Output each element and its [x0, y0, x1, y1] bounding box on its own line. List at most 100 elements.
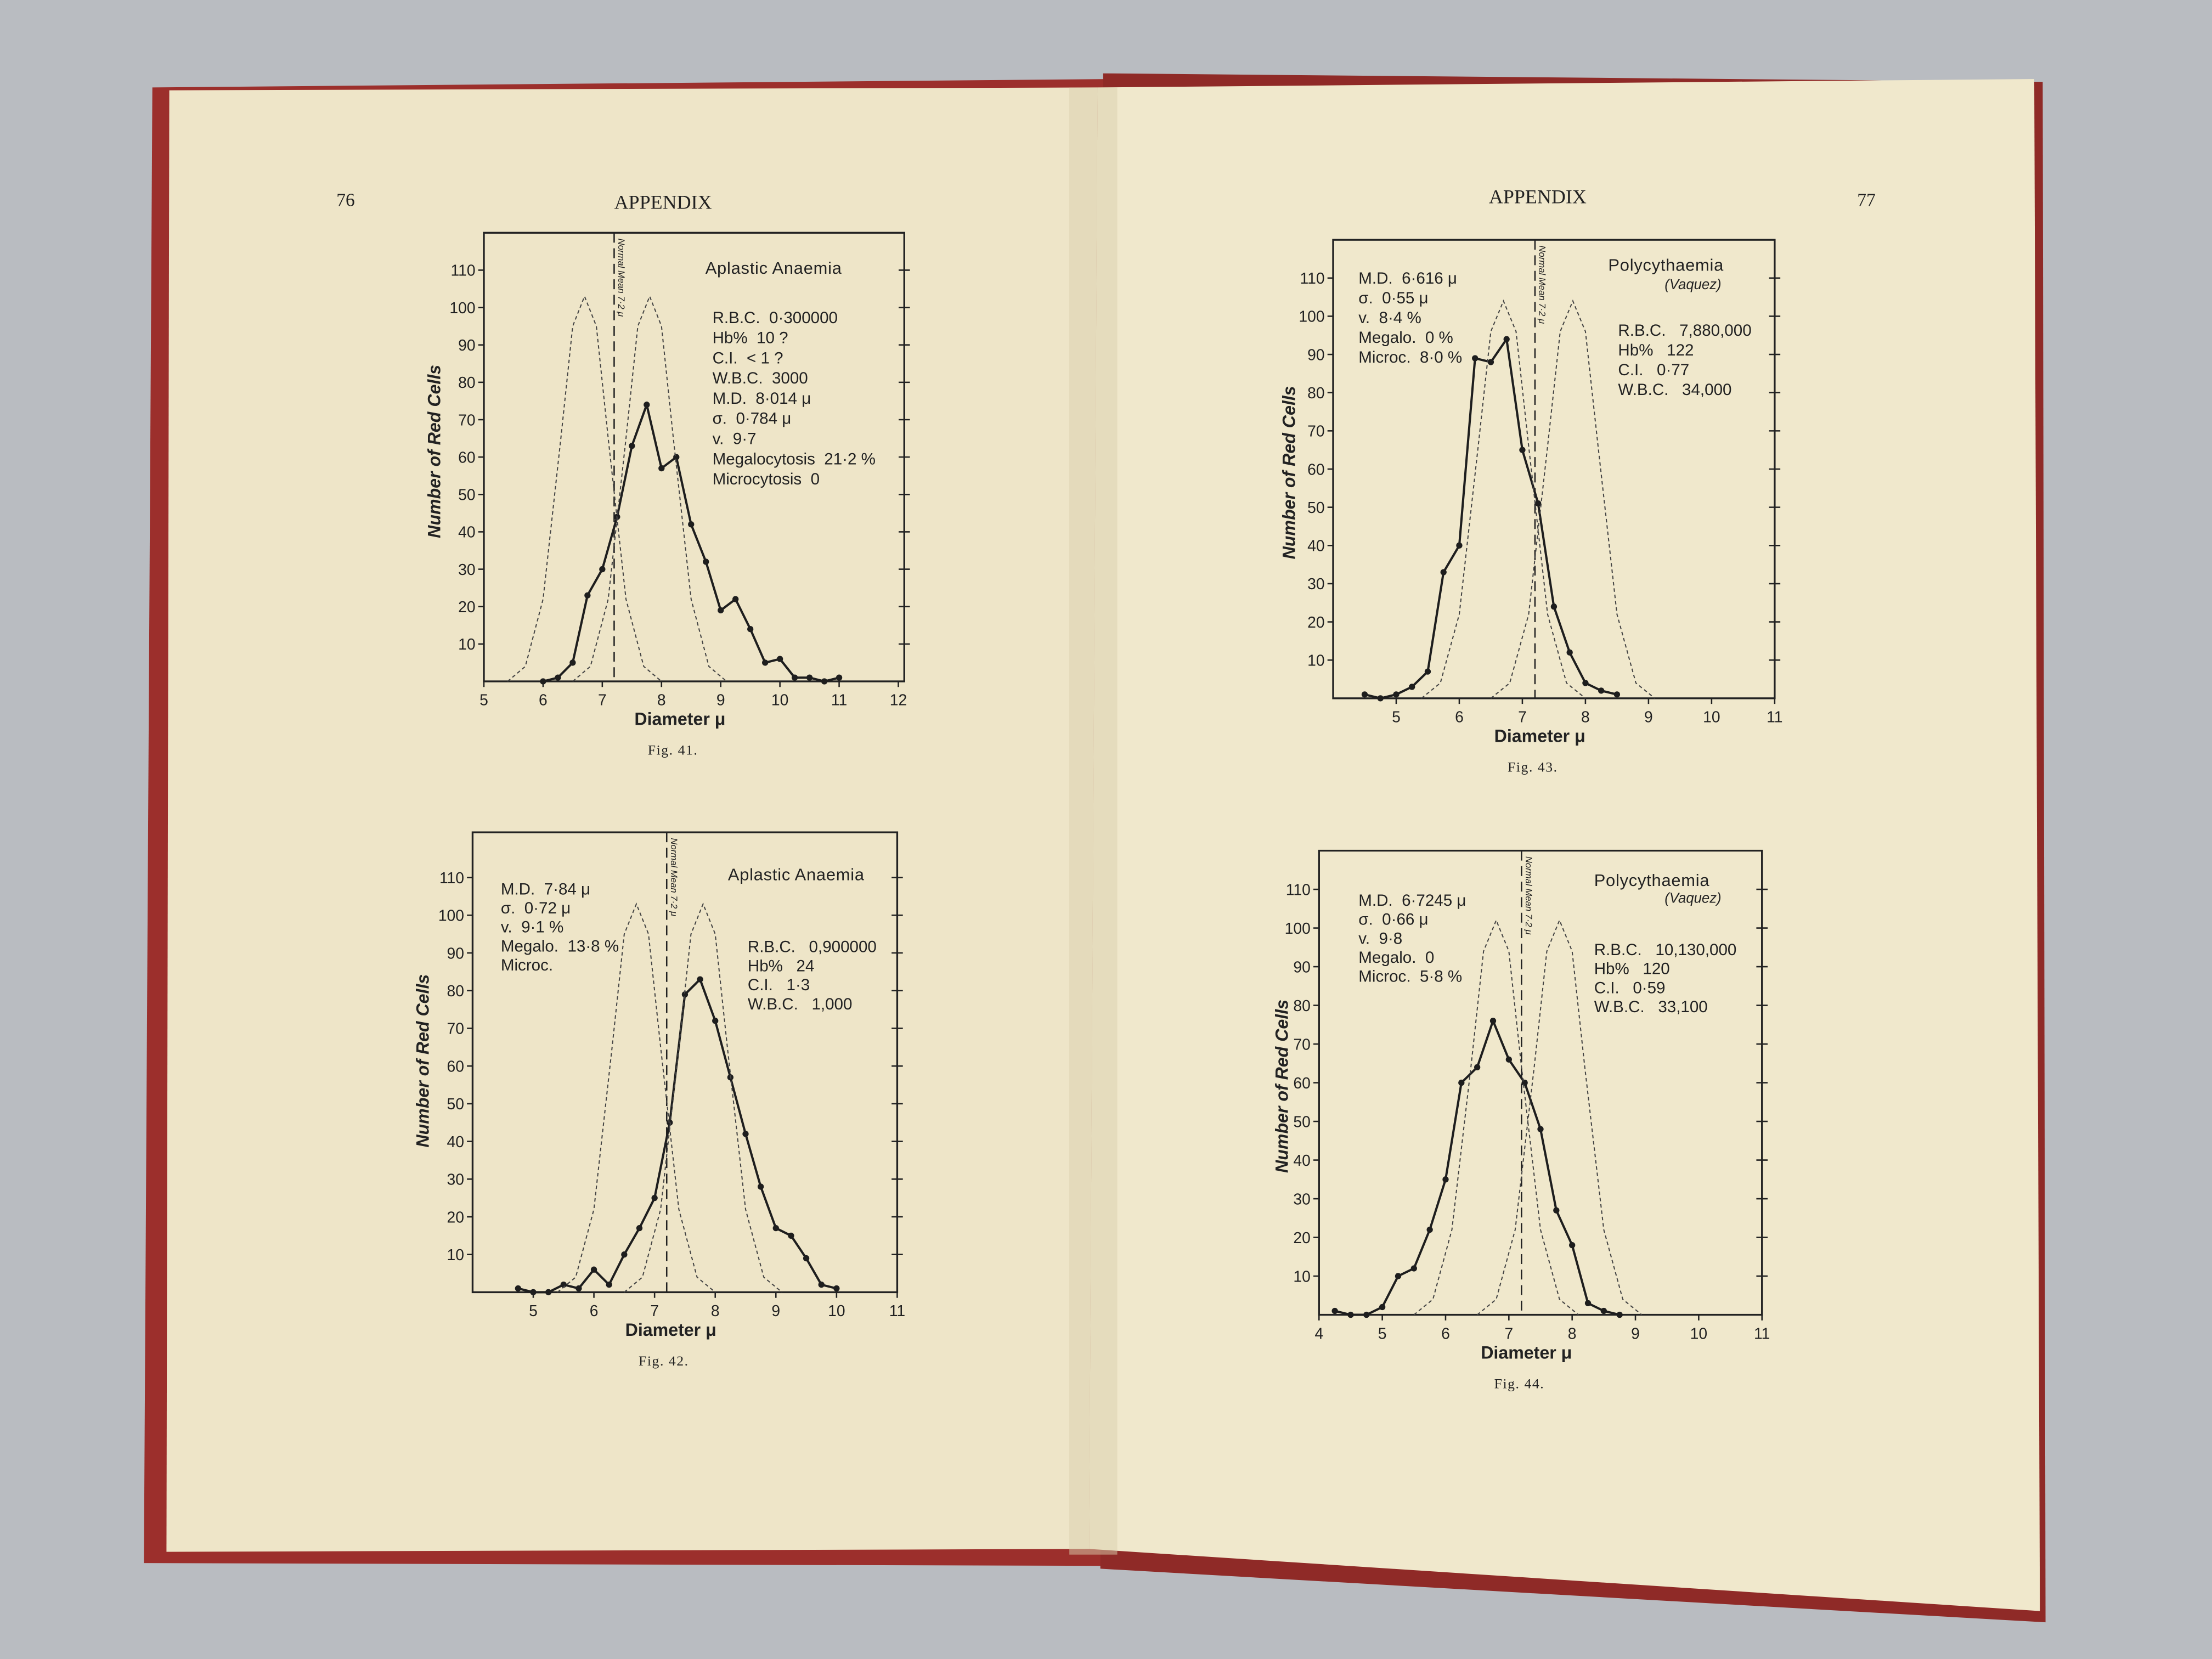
y-tick-label: 20: [458, 598, 475, 616]
chart-subtitle: (Vaquez): [1664, 891, 1721, 906]
data-point: [818, 1282, 825, 1288]
x-tick-label: 9: [1644, 708, 1653, 726]
figure-caption: Fig. 44.: [1494, 1375, 1545, 1391]
data-point: [732, 596, 739, 602]
y-tick-label: 70: [1293, 1035, 1310, 1053]
data-point: [1458, 1079, 1465, 1086]
chart: 10 20 30 40 50 60 70 80 90 100 110 5 6 7 8 9 10 11 12 Norma…: [424, 232, 910, 758]
figure-caption: Fig. 41.: [648, 742, 698, 758]
data-point: [667, 1119, 673, 1126]
reference-curve: [1413, 918, 1579, 1316]
data-point: [590, 1266, 597, 1273]
annotation: M.D. 7·84 μ: [501, 880, 590, 898]
x-tick-label: 7: [598, 691, 607, 709]
data-point: [555, 674, 561, 681]
data-point: [742, 1131, 749, 1137]
page-number: 77: [1857, 190, 1875, 210]
x-tick-label: 12: [890, 691, 907, 709]
figure-caption: Fig. 42.: [639, 1353, 689, 1369]
data-point: [1424, 668, 1431, 675]
data-point: [1616, 1311, 1623, 1318]
annotation: Microcytosis 0: [713, 470, 820, 488]
annotation: v. 9·1 %: [501, 918, 563, 936]
data-point: [629, 443, 635, 449]
data-point: [1331, 1307, 1338, 1314]
data-point: [1395, 1273, 1402, 1279]
x-tick-label: 8: [1581, 708, 1590, 726]
annotation: v. 8·4 %: [1358, 309, 1421, 327]
data-point: [1553, 1207, 1560, 1214]
data-point: [697, 976, 703, 983]
annotation: C.I. 0·77: [1618, 361, 1689, 379]
y-tick-label: 70: [458, 411, 475, 428]
y-tick-label: 60: [1293, 1074, 1310, 1092]
y-tick-label: 90: [1307, 346, 1324, 363]
data-point: [540, 678, 546, 685]
annotation: Megalo. 13·8 %: [501, 937, 619, 955]
annotation: M.D. 8·014 μ: [713, 390, 811, 408]
y-tick-label: 110: [439, 869, 464, 887]
annotation: Megalo. 0 %: [1358, 329, 1453, 347]
y-tick-label: 30: [458, 561, 475, 578]
y-tick-label: 10: [458, 635, 475, 653]
data-point: [1600, 1307, 1607, 1314]
x-tick-label: 8: [657, 691, 666, 709]
reference-label: Normal Mean 7·2 μ: [616, 239, 627, 317]
annotation: Hb% 120: [1594, 960, 1670, 978]
annotation: M.D. 6·616 μ: [1358, 269, 1457, 287]
x-axis-label: Diameter μ: [1481, 1342, 1572, 1362]
data-point: [1487, 359, 1494, 365]
plot-frame: [471, 831, 899, 1294]
data-point: [1456, 542, 1463, 549]
charts: 10 20 30 40 50 60 70 80 90 100 110 5 6 7 8 9 10 11 12 Norma…: [413, 232, 1783, 1391]
data-point: [1489, 1018, 1497, 1024]
x-tick-label: 6: [1441, 1324, 1450, 1342]
right-page: [1089, 79, 2040, 1611]
y-tick-label: 50: [447, 1095, 464, 1113]
data-line: [517, 977, 837, 1294]
y-tick-label: 60: [458, 448, 475, 466]
data-point: [776, 656, 783, 662]
data-point: [644, 402, 650, 408]
data-point: [636, 1224, 643, 1232]
y-tick-label: 40: [1307, 537, 1324, 555]
y-tick-label: 100: [449, 299, 475, 317]
annotation: σ. 0·55 μ: [1358, 289, 1428, 307]
data-point: [1582, 680, 1589, 686]
y-tick-label: 40: [447, 1133, 464, 1150]
data-point: [1613, 691, 1621, 698]
data-point: [712, 1018, 719, 1024]
y-tick-label: 110: [1286, 881, 1311, 898]
annotation: σ. 0·66 μ: [1358, 911, 1428, 929]
y-axis-label: Number of Red Cells: [1272, 1000, 1292, 1173]
y-tick-label: 20: [1307, 613, 1324, 631]
data-point: [703, 558, 709, 565]
data-point: [1440, 569, 1447, 575]
data-point: [791, 674, 798, 681]
reference-curve: [624, 902, 782, 1293]
data-point: [1566, 649, 1573, 656]
data-point: [1472, 355, 1479, 362]
annotation: Microc. 8·0 %: [1358, 348, 1462, 366]
reference-label: Normal Mean 7·2 μ: [669, 838, 679, 916]
y-tick-label: 100: [1299, 308, 1324, 325]
data-point: [1379, 1304, 1386, 1311]
running-header: APPENDIX: [1489, 185, 1587, 207]
x-tick-label: 9: [1631, 1324, 1640, 1342]
annotation: Hb% 10 ?: [713, 329, 788, 347]
y-tick-label: 30: [1307, 575, 1324, 592]
data-point: [788, 1232, 794, 1239]
y-tick-label: 50: [1293, 1113, 1310, 1130]
data-point: [1361, 691, 1368, 698]
data-point: [1363, 1311, 1370, 1318]
annotation: W.B.C. 1,000: [748, 995, 853, 1013]
x-axis-label: Diameter μ: [625, 1320, 716, 1340]
annotation: R.B.C. 0·300000: [713, 309, 838, 327]
data-point: [757, 1183, 764, 1190]
y-tick-label: 30: [447, 1171, 464, 1188]
y-tick-label: 110: [1300, 269, 1325, 287]
x-tick-label: 6: [1455, 708, 1464, 726]
x-tick-label: 5: [479, 691, 488, 709]
data-point: [1598, 687, 1605, 694]
